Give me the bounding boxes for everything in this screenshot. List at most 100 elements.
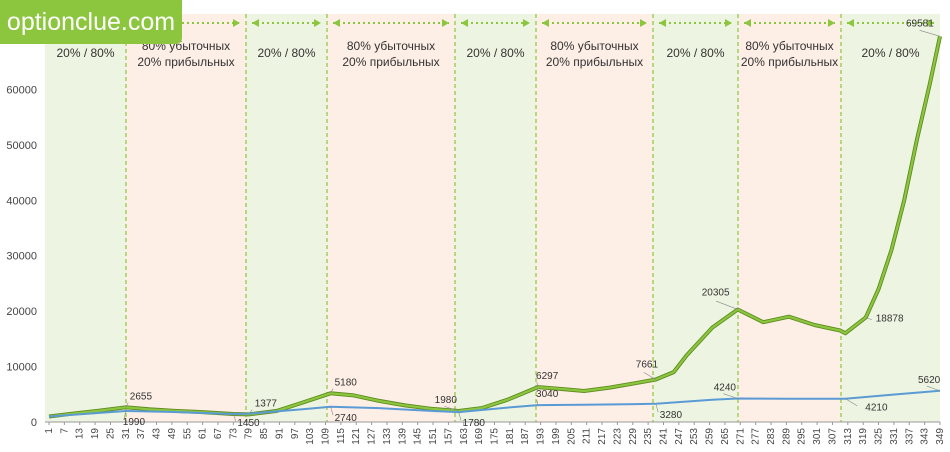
x-tick-label: 115 — [336, 428, 347, 444]
annotation-label: 1377 — [255, 398, 278, 409]
region-arrow-head-left — [461, 19, 468, 27]
region-band-loss — [327, 14, 455, 422]
region-band-win — [45, 14, 126, 422]
region-arrow-head-right — [442, 19, 449, 27]
y-tick-label: 60000 — [6, 84, 37, 96]
annotation-leader — [845, 398, 858, 407]
x-tick-label: 301 — [812, 428, 823, 445]
region-backgrounds — [45, 14, 940, 422]
annotation-leader — [233, 413, 237, 422]
x-tick-label: 235 — [643, 428, 654, 445]
annotation-label: 5620 — [918, 375, 941, 386]
x-tick-label: 319 — [858, 428, 869, 445]
x-tick-label: 331 — [889, 428, 900, 445]
region-arrow-head-right — [828, 19, 835, 27]
annotation-label: 69581 — [906, 18, 934, 29]
y-tick-label: 20000 — [6, 306, 37, 318]
x-tick-label: 145 — [413, 428, 424, 445]
x-tick-label: 31 — [121, 428, 132, 440]
x-tick-label: 229 — [628, 428, 639, 445]
region-arrow-head-left — [744, 19, 751, 27]
region-dividers — [125, 14, 842, 422]
annotation-label: 6297 — [536, 371, 559, 382]
region-label-line1: 20% / 80% — [56, 46, 114, 60]
x-tick-label: 61 — [198, 428, 209, 440]
x-tick-label: 19 — [90, 428, 101, 440]
x-tick-label: 91 — [274, 428, 285, 440]
region-arrow-head-right — [233, 19, 240, 27]
annotation-leader — [655, 403, 659, 413]
annotation-label: 1450 — [237, 418, 260, 429]
x-tick-label: 79 — [244, 428, 255, 440]
annotation-leader — [865, 317, 872, 321]
region-band-loss — [738, 14, 841, 422]
x-tick-label: 271 — [735, 428, 746, 445]
annotation-leader — [926, 385, 941, 392]
x-tick-label: 181 — [505, 428, 516, 445]
x-tick-label: 55 — [182, 428, 193, 440]
y-tick-labels: 0 10000 20000 30000 40000 50000 60000 — [6, 84, 37, 429]
brand-logo[interactable]: optionclue.com — [0, 0, 182, 44]
region-band-loss — [536, 14, 653, 422]
y-tick-label: 10000 — [6, 362, 37, 374]
x-tick-label: 199 — [551, 428, 562, 445]
region-arrow-head-left — [333, 19, 340, 27]
x-tick-label: 151 — [428, 428, 439, 445]
x-tick-label: 73 — [228, 428, 239, 440]
x-tick-label: 307 — [827, 428, 838, 445]
x-tick-label: 193 — [536, 428, 547, 445]
annotation-label: 3280 — [660, 410, 683, 421]
annotation-label: 5180 — [335, 377, 358, 388]
y-tick-label: 30000 — [6, 251, 37, 263]
annotation-leader — [643, 372, 656, 380]
region-arrow-head-right — [523, 19, 530, 27]
annotation-leader — [458, 412, 462, 421]
y-tick-label: 40000 — [6, 195, 37, 207]
x-tick-label: 277 — [751, 428, 762, 445]
region-band-win — [246, 14, 327, 422]
x-tick-label: 187 — [520, 428, 531, 445]
region-band-win — [455, 14, 536, 422]
x-tick-label: 109 — [321, 428, 332, 445]
annotation-leader — [330, 406, 334, 416]
x-tick-label: 121 — [351, 428, 362, 445]
x-tick-label: 1 — [44, 428, 55, 434]
region-labels: 20% / 80% 80% убыточных 20% прибыльных 20% … — [56, 39, 919, 69]
annotation-label: 18878 — [876, 313, 904, 324]
x-tick-label: 43 — [152, 428, 163, 440]
y-tick-label: 50000 — [6, 140, 37, 152]
region-label-line2: 20% прибыльных — [741, 55, 838, 69]
annotation-leader — [723, 393, 738, 399]
region-label-line1: 20% / 80% — [466, 46, 524, 60]
region-arrow-head-left — [542, 19, 549, 27]
x-tick-label: 133 — [382, 428, 393, 445]
x-tick-label: 127 — [367, 428, 378, 445]
x-tick-label: 175 — [490, 428, 501, 445]
region-label-line2: 20% прибыльных — [342, 55, 439, 69]
annotation-label: 7661 — [636, 360, 659, 371]
region-arrow-head-right — [640, 19, 647, 27]
annotation-leader — [123, 410, 127, 420]
region-arrow-head-right — [725, 19, 732, 27]
annotation-label: 20305 — [702, 287, 730, 298]
region-label-line2: 20% прибыльных — [546, 55, 643, 69]
x-tick-label: 325 — [874, 428, 885, 445]
x-tick-label: 103 — [305, 428, 316, 445]
annotation-label: 4240 — [714, 382, 737, 393]
x-tick-label: 67 — [213, 428, 224, 440]
region-arrow-head-right — [927, 19, 934, 27]
region-label-line1: 20% / 80% — [861, 46, 919, 60]
annotation-label: 2655 — [130, 391, 153, 402]
region-label-line1: 20% / 80% — [666, 46, 724, 60]
x-tick-label: 37 — [136, 428, 147, 440]
series-line-blue — [48, 389, 941, 418]
region-arrow-head-left — [252, 19, 259, 27]
series-lines — [48, 35, 942, 419]
region-arrow-head-right — [314, 19, 321, 27]
region-arrow-head-left — [847, 19, 854, 27]
annotation-leader — [248, 409, 253, 415]
annotation-label: 1990 — [123, 417, 146, 428]
x-tick-label: 205 — [566, 428, 577, 445]
